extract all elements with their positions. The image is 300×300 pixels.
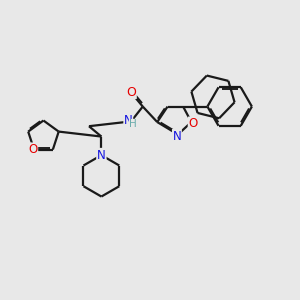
Text: N: N (97, 149, 106, 162)
Text: H: H (129, 119, 137, 129)
Text: O: O (28, 143, 38, 156)
Text: O: O (126, 85, 136, 99)
Text: O: O (188, 117, 198, 130)
Text: N: N (172, 130, 181, 142)
Text: N: N (124, 114, 133, 127)
